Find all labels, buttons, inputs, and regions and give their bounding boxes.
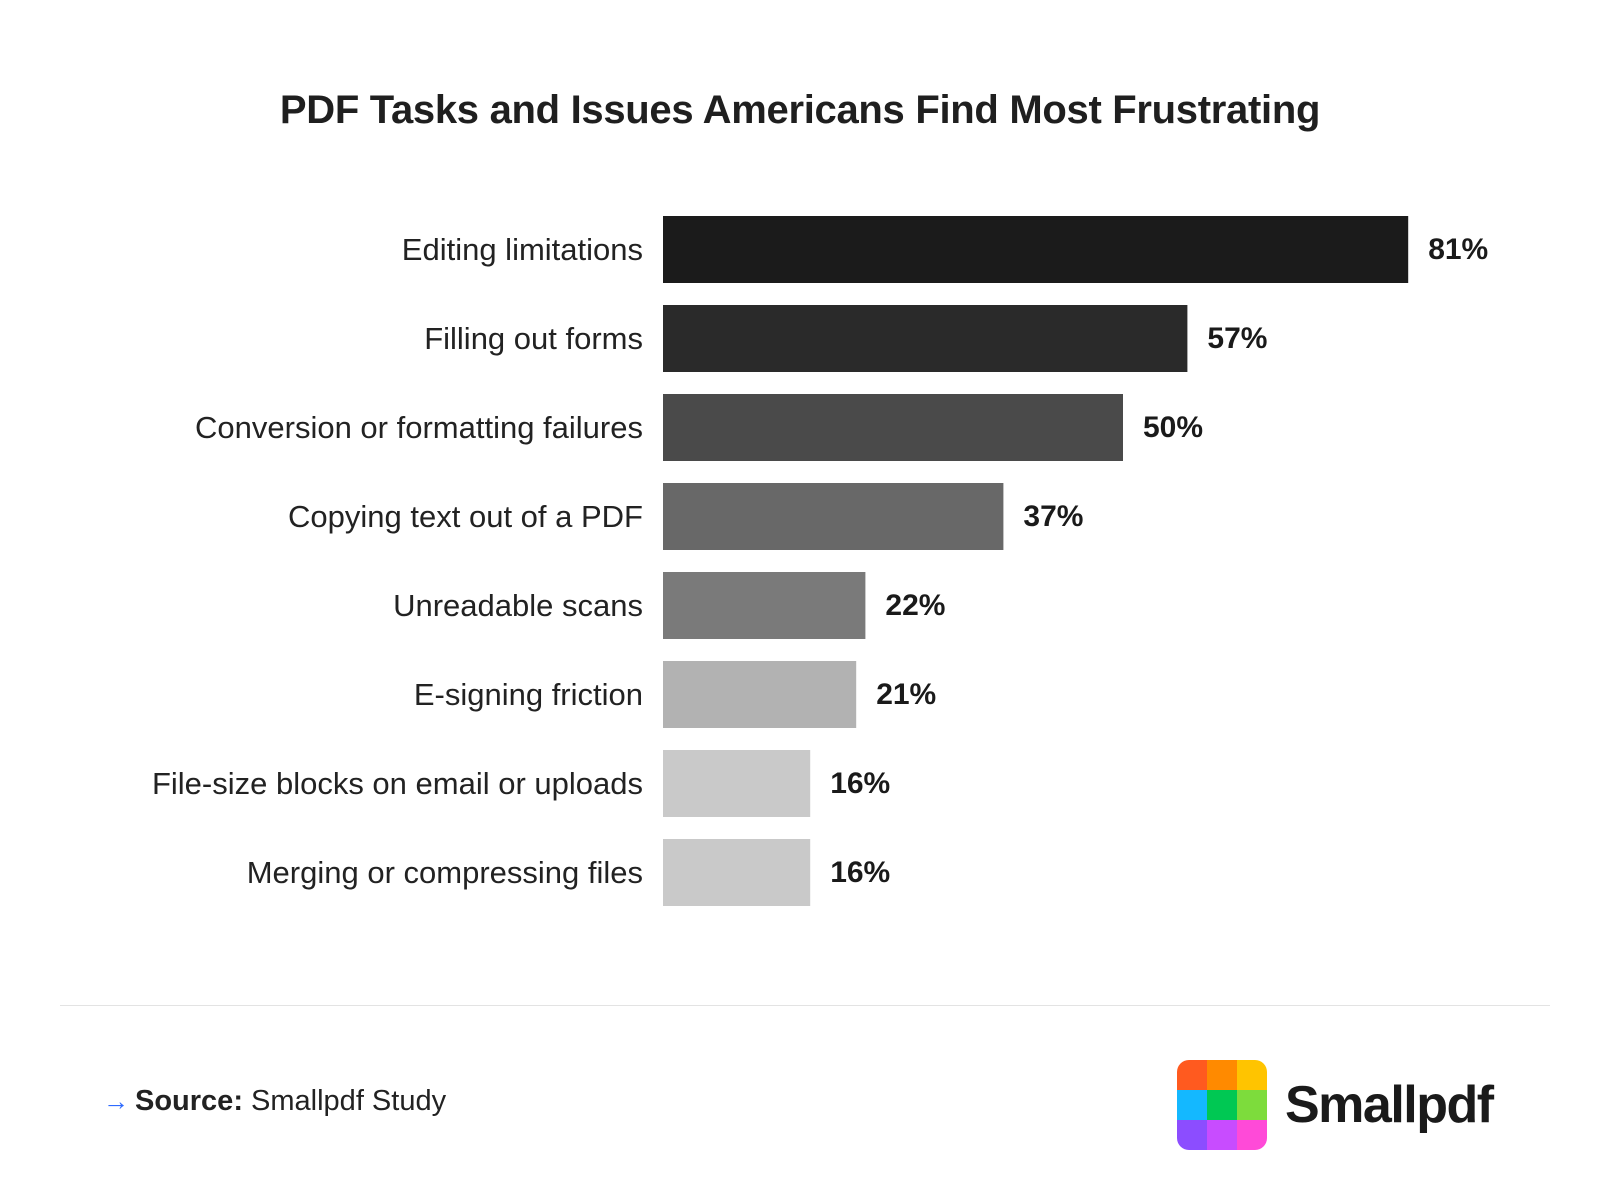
logo-cell (1237, 1060, 1267, 1090)
footer-divider (60, 1005, 1550, 1006)
bar-7 (663, 839, 811, 906)
bar-2 (663, 394, 1123, 461)
logo-cell (1207, 1120, 1237, 1150)
bar-1 (663, 305, 1188, 372)
value-label: 57% (1207, 322, 1267, 355)
category-label: File-size blocks on email or uploads (152, 766, 643, 801)
category-label: Copying text out of a PDF (288, 499, 643, 534)
value-label: 50% (1143, 411, 1203, 444)
category-label: E-signing friction (414, 677, 643, 712)
bar-chart: Editing limitations 81% Filling out forms 5… (152, 216, 1488, 906)
logo-cell (1177, 1090, 1207, 1120)
bar-4 (663, 572, 866, 639)
logo-cell (1207, 1060, 1237, 1090)
logo-cell (1207, 1090, 1237, 1120)
value-label: 22% (885, 589, 945, 622)
category-label: Conversion or formatting failures (195, 410, 643, 445)
source-citation: → Source: Smallpdf Study (103, 1085, 446, 1118)
category-label: Unreadable scans (393, 588, 643, 623)
category-label: Filling out forms (424, 321, 643, 356)
chart-title: PDF Tasks and Issues Americans Find Most… (279, 88, 1321, 132)
value-label: 37% (1023, 500, 1083, 533)
smallpdf-logo: Smallpdf (1177, 1060, 1494, 1150)
logo-cell (1237, 1090, 1267, 1120)
bar-0 (663, 216, 1409, 283)
logo-cell (1237, 1120, 1267, 1150)
value-label: 16% (830, 856, 890, 889)
bar-6 (663, 750, 811, 817)
logo-cell (1177, 1060, 1207, 1090)
arrow-right-icon: → (103, 1086, 129, 1116)
source-prefix: Source: (135, 1085, 243, 1117)
smallpdf-logo-icon (1177, 1060, 1267, 1150)
logo-cell (1177, 1120, 1207, 1150)
category-label: Merging or compressing files (247, 855, 643, 890)
value-label: 21% (876, 678, 936, 711)
bar-5 (663, 661, 857, 728)
source-text: Smallpdf Study (242, 1085, 447, 1117)
value-label: 81% (1428, 233, 1488, 266)
category-label: Editing limitations (402, 232, 643, 267)
value-label: 16% (830, 767, 890, 800)
brand-wordmark: Smallpdf (1285, 1076, 1494, 1134)
bar-3 (663, 483, 1004, 550)
